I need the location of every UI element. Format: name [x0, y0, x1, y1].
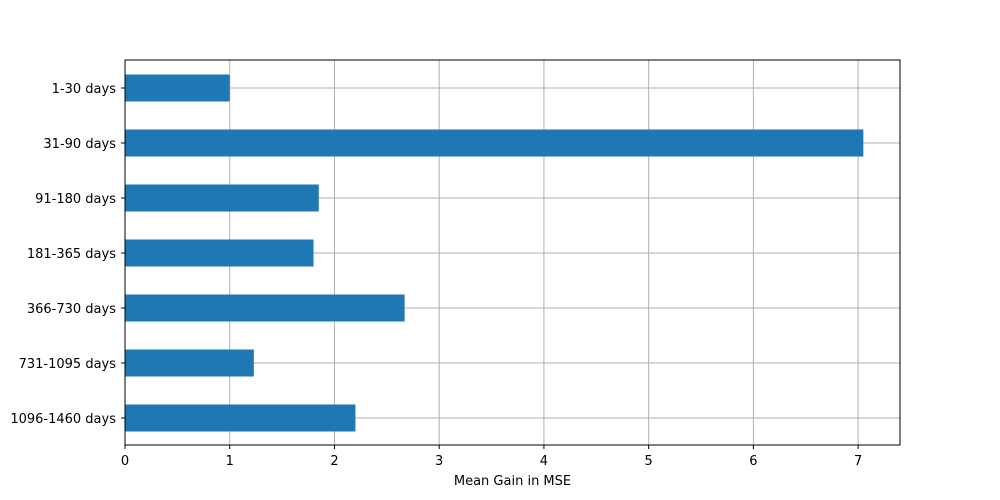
x-axis: 0 1 2 3 4 5 6 7 — [121, 445, 862, 469]
y-axis: 1-30 days 31-90 days 91-180 days 181-365 da… — [10, 82, 125, 427]
y-tick-label: 731-1095 days — [19, 357, 117, 372]
bar — [125, 239, 314, 267]
y-tick-label: 181-365 days — [27, 247, 116, 262]
bar — [125, 404, 356, 432]
bars — [125, 74, 864, 432]
x-tick-label: 4 — [540, 454, 548, 469]
x-tick-label: 6 — [749, 454, 757, 469]
bar — [125, 184, 319, 212]
y-tick-label: 91-180 days — [35, 192, 116, 207]
bar — [125, 74, 230, 102]
x-tick-label: 7 — [854, 454, 862, 469]
x-tick-label: 2 — [330, 454, 338, 469]
x-tick-label: 1 — [226, 454, 234, 469]
x-axis-title: Mean Gain in MSE — [454, 474, 571, 489]
bar — [125, 349, 254, 377]
y-tick-label: 1096-1460 days — [10, 412, 116, 427]
y-tick-label: 31-90 days — [43, 137, 116, 152]
x-tick-label: 3 — [435, 454, 443, 469]
bar — [125, 129, 864, 157]
x-tick-label: 0 — [121, 454, 129, 469]
y-tick-label: 366-730 days — [27, 302, 116, 317]
bar — [125, 294, 405, 322]
x-tick-label: 5 — [645, 454, 653, 469]
y-tick-label: 1-30 days — [52, 82, 117, 97]
